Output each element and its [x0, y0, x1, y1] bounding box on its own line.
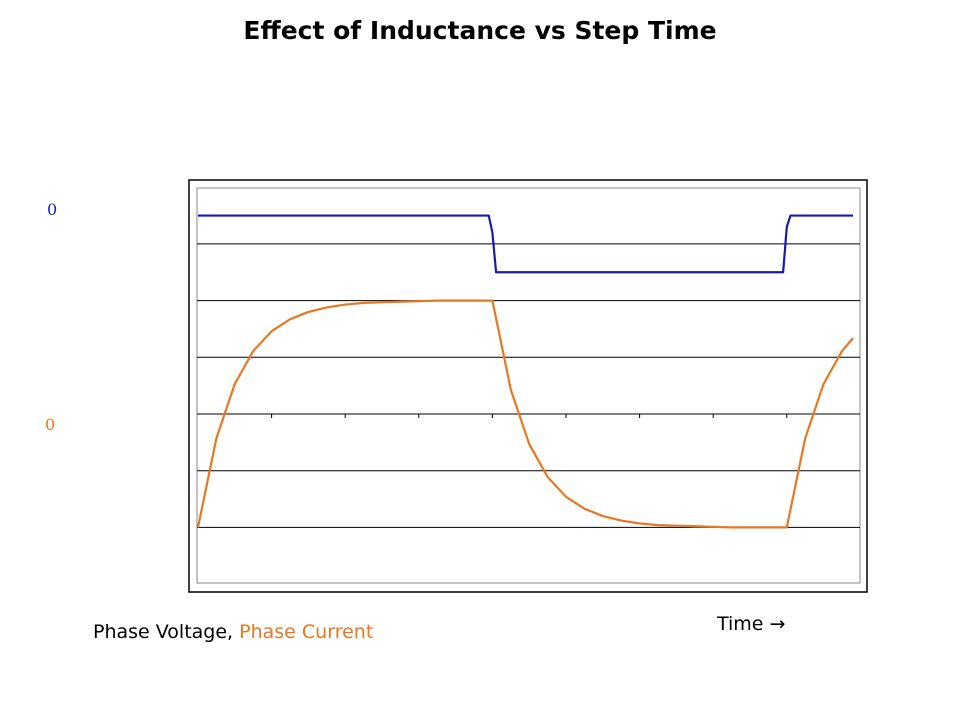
phase-voltage-line	[198, 214, 854, 274]
legend: Phase Voltage, Phase Current	[93, 621, 373, 643]
x-axis-label: Time →	[717, 613, 786, 635]
voltage-zero-label: 0	[47, 200, 58, 219]
legend-current: Phase Current	[239, 621, 374, 643]
legend-voltage: Phase Voltage	[93, 621, 228, 643]
phase-current-line	[196, 299, 854, 529]
chart-title: Effect of Inductance vs Step Time	[243, 16, 717, 45]
plot-area	[196, 187, 861, 584]
legend-separator: ,	[227, 621, 240, 643]
current-zero-label: 0	[45, 415, 56, 434]
